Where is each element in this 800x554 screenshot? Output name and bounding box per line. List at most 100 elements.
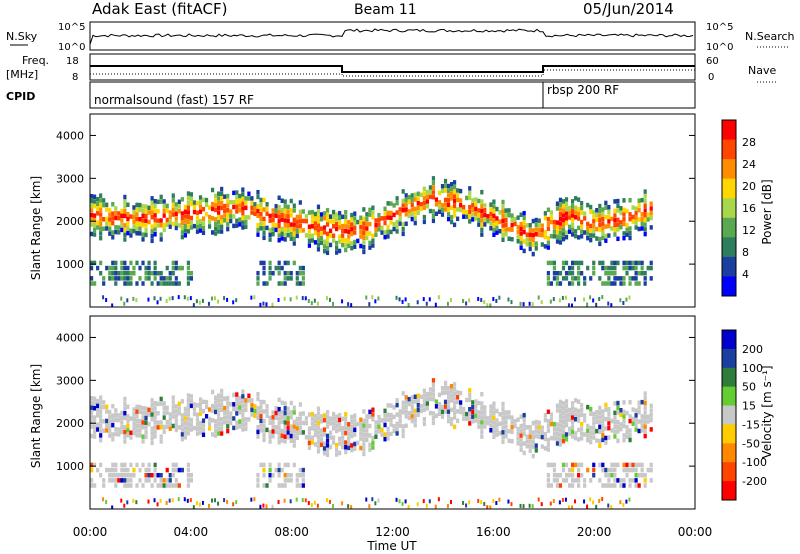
velocity-cell (147, 462, 151, 468)
power-cell (453, 199, 457, 204)
power-cell (504, 231, 508, 237)
power-cell (195, 229, 200, 234)
power-cell (637, 270, 641, 276)
velocity-cell (214, 419, 218, 424)
power-cell (383, 216, 387, 221)
velocity-cell (301, 411, 305, 416)
power-cell (558, 270, 563, 276)
power-cell (619, 210, 623, 216)
velocity-cell (298, 430, 302, 436)
velocity-cell (259, 418, 263, 424)
velocity-cell (362, 409, 366, 414)
power-cell (322, 248, 327, 254)
power-cell (613, 213, 617, 218)
velocity-cell (138, 467, 142, 473)
power-cell (486, 214, 490, 219)
velocity-cell (540, 502, 543, 507)
velocity-cell (434, 504, 437, 509)
power-cell (428, 297, 431, 302)
velocity-cell (322, 417, 327, 423)
velocity-cell (459, 409, 463, 415)
velocity-cell (371, 416, 375, 422)
power-cell (165, 217, 169, 223)
velocity-cell (561, 424, 566, 430)
power-cell (453, 222, 457, 228)
power-cell (577, 225, 581, 231)
power-cell (468, 204, 472, 210)
velocity-cell (398, 409, 402, 414)
velocity-cell (359, 431, 363, 437)
velocity-cell (489, 413, 493, 419)
velocity-cell (280, 414, 284, 420)
velocity-cell (332, 440, 336, 445)
power-cell (341, 299, 344, 304)
velocity-cell (168, 421, 172, 427)
power-cell (135, 281, 139, 286)
velocity-cell (192, 411, 197, 417)
velocity-cell (643, 472, 647, 478)
velocity-cell (141, 424, 145, 430)
power-cell (259, 207, 263, 212)
velocity-cell (132, 430, 136, 436)
power-cell (192, 205, 197, 210)
velocity-cell (229, 401, 233, 407)
velocity-cell (186, 421, 190, 427)
velocity-cell (335, 419, 339, 424)
velocity-cell (395, 402, 399, 408)
power-cell (135, 202, 139, 208)
velocity-cell (601, 414, 605, 419)
velocity-cell (307, 500, 310, 505)
power-cell (153, 270, 157, 276)
velocity-cell (111, 462, 115, 468)
velocity-cell (138, 409, 142, 415)
velocity-cell (141, 439, 145, 444)
velocity-cell (410, 414, 414, 419)
power-cell (580, 224, 584, 230)
velocity-cell (150, 431, 154, 436)
velocity-cell (171, 409, 175, 415)
velocity-cell (477, 410, 481, 415)
velocity-cell (138, 404, 142, 410)
velocity-cell (201, 432, 206, 438)
velocity-cell (123, 396, 127, 402)
power-cell (235, 223, 239, 228)
power-cell (90, 203, 94, 208)
velocity-cell (525, 434, 529, 439)
power-cell (543, 244, 547, 249)
power-cell (120, 296, 123, 301)
velocity-cell (495, 432, 499, 437)
velocity-cell (93, 434, 97, 439)
velocity-cell (120, 462, 124, 468)
velocity-cell (404, 499, 407, 504)
velocity-cell (102, 419, 106, 424)
power-cell (114, 281, 118, 286)
velocity-cell (259, 504, 262, 509)
power-cell (371, 238, 375, 244)
velocity-cell (431, 420, 436, 426)
velocity-cell (534, 448, 538, 453)
velocity-cell (325, 410, 330, 415)
power-cell (256, 232, 260, 237)
power-cell (528, 223, 532, 228)
velocity-cell (431, 392, 436, 397)
power-cell (265, 281, 269, 286)
velocity-cell (99, 423, 103, 429)
velocity-cell (395, 421, 399, 427)
velocity-cell (292, 419, 296, 425)
velocity-cell (634, 472, 638, 478)
power-cell (159, 276, 163, 281)
power-cell (598, 276, 602, 281)
power-cell (604, 200, 608, 206)
velocity-cell (480, 401, 484, 406)
power-cell (295, 214, 299, 220)
power-cell (362, 207, 366, 212)
velocity-cell (549, 501, 552, 506)
velocity-cell (386, 436, 390, 441)
power-cell (277, 219, 281, 224)
velocity-cell (468, 406, 472, 412)
velocity-cell (468, 411, 472, 417)
power-cell (307, 243, 311, 248)
power-cell (613, 232, 617, 237)
velocity-cell (468, 416, 472, 421)
velocity-cell (631, 421, 635, 426)
